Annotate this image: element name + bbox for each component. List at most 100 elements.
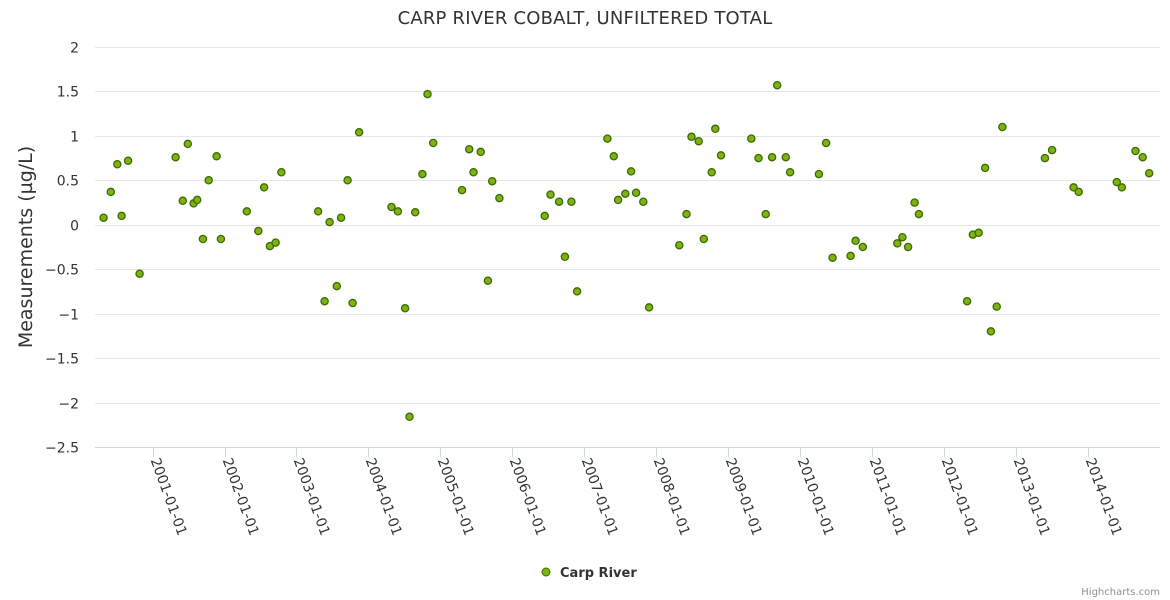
data-point[interactable]	[332, 281, 342, 291]
legend-marker-icon[interactable]	[541, 567, 551, 577]
data-point[interactable]	[117, 211, 126, 221]
data-point[interactable]	[613, 195, 623, 205]
data-point[interactable]	[216, 234, 226, 244]
data-point[interactable]	[495, 193, 504, 203]
data-point[interactable]	[644, 303, 654, 312]
data-point[interactable]	[320, 296, 329, 306]
data-point[interactable]	[631, 188, 641, 198]
data-point[interactable]	[974, 228, 983, 238]
data-point[interactable]	[192, 195, 202, 205]
data-point[interactable]	[171, 152, 180, 162]
data-point[interactable]	[348, 298, 357, 308]
data-point[interactable]	[675, 240, 684, 250]
data-point[interactable]	[405, 412, 414, 422]
data-point[interactable]	[400, 304, 410, 313]
data-point[interactable]	[487, 176, 497, 186]
data-point[interactable]	[767, 152, 777, 162]
data-point[interactable]	[242, 207, 252, 216]
data-point[interactable]	[483, 276, 493, 286]
data-point[interactable]	[469, 168, 478, 177]
data-point[interactable]	[423, 89, 432, 99]
data-point[interactable]	[851, 236, 860, 246]
data-point[interactable]	[457, 185, 467, 195]
data-point[interactable]	[428, 138, 438, 148]
data-point[interactable]	[694, 136, 703, 146]
data-point[interactable]	[572, 287, 582, 296]
legend[interactable]: Carp River	[541, 566, 637, 581]
data-point[interactable]	[204, 176, 213, 185]
data-point[interactable]	[313, 207, 323, 216]
data-point[interactable]	[393, 207, 403, 216]
data-point[interactable]	[754, 153, 763, 163]
data-point[interactable]	[781, 152, 791, 162]
data-point[interactable]	[336, 213, 346, 222]
data-point[interactable]	[621, 189, 630, 198]
data-point[interactable]	[554, 197, 564, 206]
data-point[interactable]	[354, 128, 364, 137]
data-point[interactable]	[828, 253, 837, 262]
data-point[interactable]	[903, 242, 913, 252]
data-point[interactable]	[1144, 168, 1154, 178]
data-point[interactable]	[1074, 187, 1083, 197]
data-point[interactable]	[546, 190, 555, 199]
credit-link[interactable]: Highcharts.com	[1081, 587, 1160, 598]
data-point[interactable]	[387, 202, 396, 212]
data-point[interactable]	[1138, 152, 1147, 162]
data-point[interactable]	[135, 269, 144, 278]
data-point[interactable]	[113, 160, 122, 169]
data-point[interactable]	[99, 213, 108, 222]
data-point[interactable]	[1047, 145, 1057, 155]
data-point[interactable]	[772, 80, 782, 90]
data-point[interactable]	[609, 152, 619, 161]
data-point[interactable]	[898, 232, 907, 242]
data-point[interactable]	[198, 234, 208, 244]
data-point[interactable]	[325, 217, 334, 227]
data-point[interactable]	[716, 151, 726, 160]
data-point[interactable]	[626, 167, 636, 176]
data-point[interactable]	[761, 209, 770, 219]
data-point[interactable]	[183, 139, 193, 149]
data-point[interactable]	[603, 134, 612, 143]
data-point[interactable]	[711, 124, 720, 134]
data-point[interactable]	[254, 226, 263, 236]
data-point[interactable]	[980, 163, 990, 173]
data-point[interactable]	[814, 169, 824, 179]
data-point[interactable]	[962, 296, 972, 306]
data-point[interactable]	[343, 176, 352, 185]
data-point[interactable]	[1069, 183, 1078, 192]
data-point[interactable]	[277, 168, 286, 177]
data-point[interactable]	[858, 242, 868, 252]
data-point[interactable]	[699, 234, 709, 244]
data-point[interactable]	[682, 209, 691, 219]
data-point[interactable]	[914, 209, 924, 219]
data-point[interactable]	[1131, 146, 1140, 156]
data-point[interactable]	[410, 208, 420, 217]
data-point[interactable]	[271, 238, 280, 247]
data-point[interactable]	[821, 138, 831, 148]
data-point[interactable]	[464, 144, 474, 154]
data-point[interactable]	[992, 302, 1001, 311]
data-point[interactable]	[893, 239, 902, 248]
data-point[interactable]	[476, 147, 485, 157]
data-point[interactable]	[1040, 153, 1050, 163]
data-point[interactable]	[1112, 177, 1122, 187]
legend-label-carp-river[interactable]: Carp River	[560, 566, 637, 581]
data-point[interactable]	[178, 196, 188, 206]
data-point[interactable]	[846, 251, 855, 261]
data-point[interactable]	[747, 134, 756, 143]
data-point[interactable]	[567, 197, 576, 206]
data-point[interactable]	[986, 327, 996, 336]
data-point[interactable]	[687, 132, 696, 142]
data-point[interactable]	[123, 156, 133, 166]
data-point[interactable]	[212, 152, 221, 161]
data-point[interactable]	[418, 169, 427, 179]
data-point[interactable]	[106, 187, 116, 197]
data-point[interactable]	[785, 168, 795, 177]
data-point[interactable]	[910, 198, 919, 207]
data-point[interactable]	[707, 168, 716, 177]
data-point[interactable]	[540, 211, 549, 221]
data-point[interactable]	[639, 197, 648, 206]
data-point[interactable]	[560, 252, 570, 262]
data-point[interactable]	[998, 122, 1007, 132]
data-point[interactable]	[1117, 183, 1127, 192]
